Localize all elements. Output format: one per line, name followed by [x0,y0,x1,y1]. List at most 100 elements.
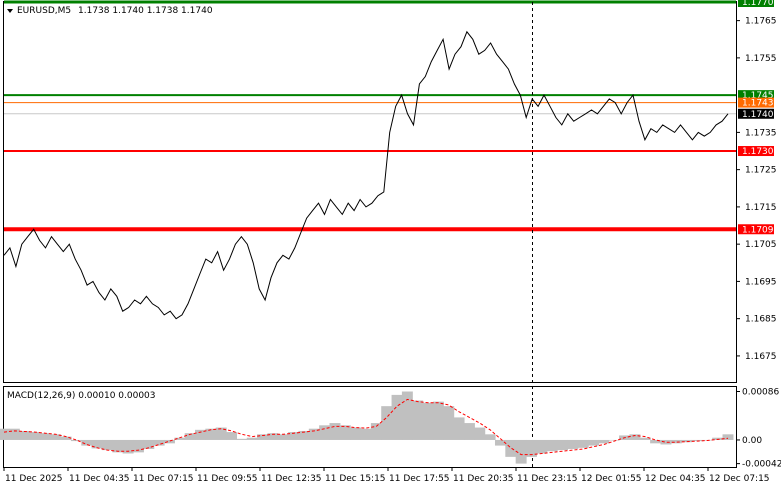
x-tick-label: 11 Dec 20:35 [453,474,514,484]
chart-ohlc: 1.1738 1.1740 1.1738 1.1740 [78,6,213,16]
level-tag [738,224,774,235]
macd-bar [691,439,703,442]
macd-bar [70,439,82,442]
level-tag [738,108,774,119]
macd-bar [681,439,693,443]
macd-bar [381,406,393,440]
level-tag-label: 1.1730 [742,147,774,157]
macd-bar [19,430,31,440]
macd-bar [370,423,382,440]
macd-bar [484,434,496,440]
levels-layer [4,0,736,232]
macd-bar [350,427,362,440]
y-axis: 1.1765 1.1755 1.1735 1.1725 1.1715 1.1705 1.16… [736,17,781,470]
macd-layer [0,391,734,464]
x-tick-label: 11 Dec 07:15 [133,474,194,484]
macd-bar [670,439,682,444]
macd-panel [3,386,737,468]
level-tag-label: 1.1743 [742,99,774,109]
macd-bar [257,434,269,440]
level-tag-label: 1.1745 [742,91,774,101]
x-tick-label: 12 Dec 01:55 [581,474,642,484]
y-tick-label: 1.1695 [745,277,777,287]
y-tick-label: 1.1675 [745,352,777,362]
macd-bar [608,439,620,441]
macd-bar [412,400,424,440]
level-tag-label: 1.1709 [742,225,774,235]
macd-bar [557,439,568,451]
x-axis: 11 Dec 2025 11 Dec 04:35 11 Dec 07:15 11 De… [3,467,770,484]
price-series-line [3,30,729,320]
macd-bar [277,434,289,440]
macd-bar [639,437,651,440]
macd-bar [660,439,672,445]
macd-bar [195,429,206,440]
macd-bar [236,438,248,440]
macd-bar [143,439,155,449]
macd-bar [526,439,537,457]
x-tick-label: 12 Dec 04:35 [645,474,706,484]
dropdown-triangle-icon[interactable] [7,9,13,13]
macd-bar [226,432,238,440]
price-layer [3,30,729,320]
macd-bar [164,439,175,444]
level-tag [738,90,774,101]
macd-bar [205,428,217,440]
x-tick-label: 11 Dec 2025 [5,474,63,484]
macd-bar [722,434,734,440]
macd-bar [422,402,434,440]
x-tick-label: 11 Dec 23:15 [517,474,578,484]
macd-bar [215,427,227,440]
y-tick-label: 1.1735 [745,128,777,138]
y-tick-label: 1.1715 [745,203,777,213]
macd-bar [474,427,486,440]
macd-bar [577,439,589,448]
macd-bar [598,439,610,444]
macd-bar [536,439,548,454]
chart-symbol: EURUSD,M5 [17,6,71,16]
macd-bar [319,425,331,440]
main-panel [3,1,737,383]
macd-bar [505,439,517,457]
level-tag [738,97,774,108]
macd-bar [650,439,662,444]
x-tick-label: 11 Dec 17:55 [389,474,450,484]
level-tag [738,0,774,7]
y-tick-label: 1.1705 [745,240,777,250]
macd-bar [443,406,455,440]
macd-bar [298,430,310,440]
macd-bar [174,437,186,440]
macd-bar [39,433,51,440]
y-tick-label: 1.1725 [745,166,777,176]
macd-bar [629,434,641,440]
macd-bar [432,401,444,440]
macd-bar [567,439,579,449]
macd-bar [329,423,341,440]
macd-bar [60,436,72,440]
x-tick-label: 11 Dec 04:35 [69,474,130,484]
macd-bar [401,391,413,440]
y-tick-label: 1.1755 [745,54,777,64]
x-tick-label: 11 Dec 12:35 [261,474,322,484]
macd-bar [91,439,103,449]
x-tick-label: 11 Dec 09:55 [197,474,258,484]
macd-bar [494,439,506,446]
macd-label: MACD(12,26,9) 0.00010 0.00003 [7,391,156,401]
macd-bar [267,433,279,440]
macd-bar [712,437,724,440]
macd-bar [81,439,93,446]
macd-bar [101,439,113,451]
macd-bar [453,417,465,440]
y-tick-label: 1.1765 [745,17,777,27]
y-tick-label: 1.1685 [745,315,777,325]
macd-y-tick-label: 0.00 [742,436,762,446]
macd-bar [360,428,372,440]
x-tick-label: 12 Dec 07:15 [709,474,770,484]
macd-bar [308,428,320,440]
macd-bar [50,434,62,440]
macd-bar [515,439,527,464]
macd-bar [463,423,475,440]
macd-bar [184,433,196,440]
